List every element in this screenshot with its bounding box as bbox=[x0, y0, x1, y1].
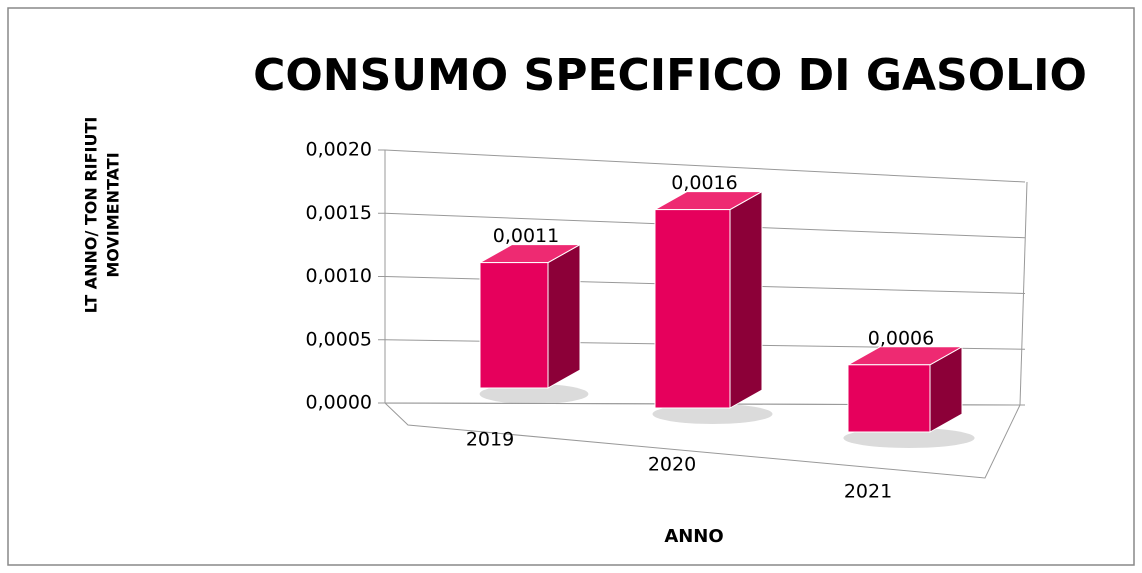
grid-line bbox=[384, 149, 1026, 183]
value-label: 0,0011 bbox=[493, 225, 559, 247]
x-tick-label: 2019 bbox=[466, 429, 514, 451]
y-axis-title-line: MOVIMENTATI bbox=[104, 152, 123, 277]
bar-shadow bbox=[843, 428, 975, 448]
bar-shadow bbox=[479, 384, 589, 404]
value-label: 0,0016 bbox=[671, 172, 737, 194]
chart-title: CONSUMO SPECIFICO DI GASOLIO bbox=[253, 50, 1087, 101]
y-axis-title: LT ANNO/ TON RIFIUTI MOVIMENTATI bbox=[82, 117, 123, 314]
x-tick-label: 2020 bbox=[648, 454, 696, 476]
x-tick-label: 2021 bbox=[844, 481, 892, 503]
bar bbox=[479, 262, 549, 389]
x-axis-title: ANNO bbox=[664, 526, 723, 547]
bar-side bbox=[729, 190, 763, 409]
y-tick-label: 0,0015 bbox=[306, 202, 372, 224]
bar bbox=[654, 209, 731, 409]
y-tick-label: 0,0010 bbox=[306, 265, 372, 287]
y-tick-label: 0,0005 bbox=[306, 328, 372, 350]
y-tick-label: 0,0020 bbox=[306, 139, 372, 161]
bar bbox=[847, 364, 931, 433]
bar-shadow bbox=[652, 404, 773, 424]
y-axis-title-line: LT ANNO/ TON RIFIUTI bbox=[82, 117, 101, 314]
value-label: 0,0006 bbox=[868, 327, 934, 349]
bar-side bbox=[547, 243, 581, 389]
y-tick-label: 0,0000 bbox=[306, 392, 372, 414]
